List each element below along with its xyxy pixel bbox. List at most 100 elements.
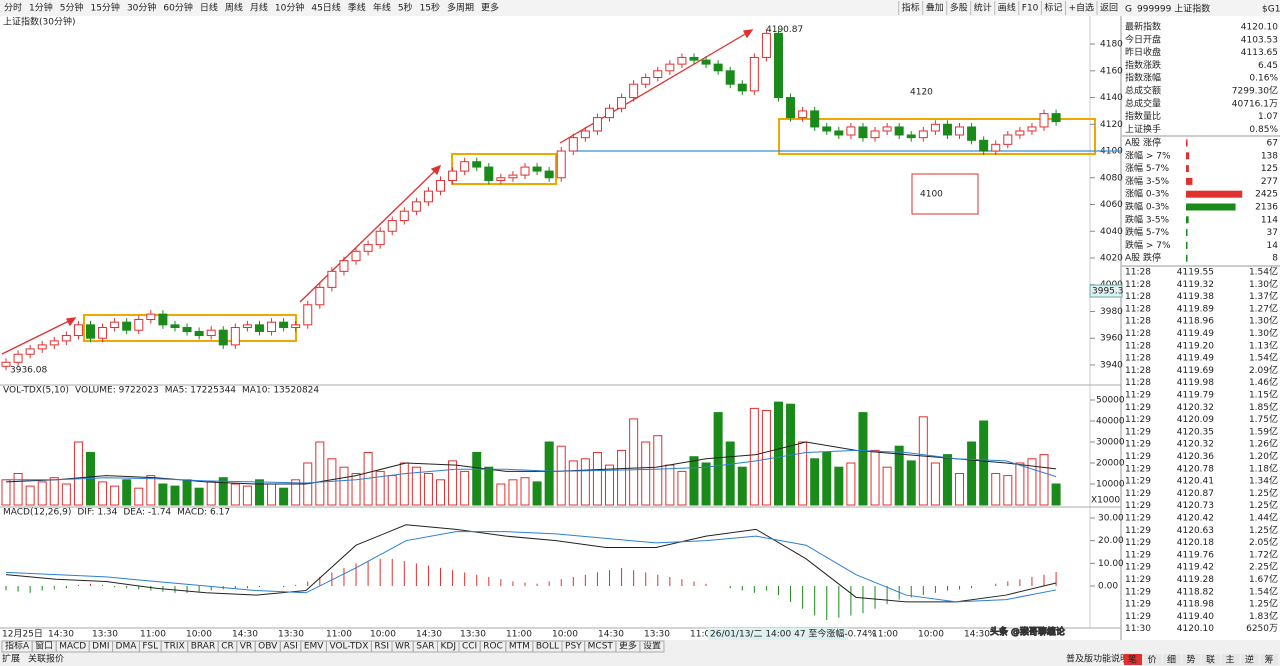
volume-bar [544, 441, 554, 506]
tool-button[interactable]: 多股 [950, 2, 968, 14]
indicator-tab[interactable]: FSL [142, 642, 158, 652]
period-tab[interactable]: 更多 [481, 2, 499, 14]
tool-button[interactable]: 叠加 [926, 3, 944, 14]
indicator-tab[interactable]: 指标A [5, 640, 30, 652]
volume-bar [254, 479, 264, 506]
indicator-tab[interactable]: VR [240, 642, 252, 652]
indicator-tab[interactable]: 更多 [619, 640, 637, 652]
footer-button[interactable]: 筹 [1265, 654, 1274, 666]
indicator-tab[interactable]: CCI [462, 642, 477, 652]
breadth-label: 跌幅 0-3% [1125, 201, 1170, 213]
indicator-tab[interactable]: BRAR [191, 642, 215, 652]
period-tab[interactable]: 多周期 [447, 2, 474, 14]
footer-button-bg [1182, 654, 1201, 665]
tool-button[interactable]: 统计 [974, 2, 992, 14]
footer-link[interactable]: 扩展 [2, 653, 20, 665]
footer-button[interactable]: 逆 [1245, 654, 1254, 666]
indicator-tab[interactable]: ROC [483, 642, 503, 652]
candle-body [339, 260, 349, 272]
indicator-tab[interactable]: TRIX [163, 642, 185, 652]
footer-button[interactable]: 细 [1167, 654, 1176, 666]
period-tab[interactable]: 周线 [225, 2, 243, 14]
volume-bar [1051, 483, 1061, 506]
volume-bar [110, 485, 120, 506]
tool-button[interactable]: +自选 [1068, 2, 1094, 14]
tick-volume: 1.27亿 [1249, 302, 1278, 314]
tool-button[interactable]: 画线 [998, 2, 1016, 14]
tick-time: 11:29 [1125, 427, 1151, 437]
candle-body [146, 313, 156, 320]
help-link[interactable]: 普及版功能说明 [1066, 653, 1129, 665]
period-tab[interactable]: 30分钟 [127, 2, 156, 14]
tick-price: 4118.98 [1177, 600, 1214, 610]
indicator-tab[interactable]: MTM [509, 642, 530, 652]
indicator-tab[interactable]: MCST [588, 642, 614, 652]
macd-legend: DEA: -1.74 [123, 508, 171, 518]
arrow-head [430, 164, 442, 176]
indicator-tab[interactable]: 设置 [643, 641, 661, 652]
indicator-tab[interactable]: OBV [258, 642, 278, 652]
footer-button[interactable]: 价 [1148, 655, 1157, 666]
indicator-tab[interactable]: SAR [416, 642, 434, 652]
indicator-tab[interactable]: VOL-TDX [329, 642, 368, 652]
volume-bar [1003, 475, 1013, 506]
indicator-tab[interactable]: DMI [92, 642, 109, 652]
candle-body [1039, 113, 1049, 128]
footer-button[interactable]: 笔 [1128, 654, 1137, 666]
footer-button[interactable]: 联 [1206, 655, 1215, 666]
tick-price: 4119.89 [1177, 304, 1214, 314]
indicator-tab[interactable]: WR [395, 642, 410, 652]
indicator-tab[interactable]: KDJ [440, 642, 456, 652]
period-tab[interactable]: 年线 [373, 2, 391, 14]
period-tab[interactable]: 45日线 [311, 2, 340, 14]
tick-volume: 1.13亿 [1249, 339, 1278, 351]
period-tab[interactable]: 分时 [4, 2, 22, 14]
tool-button[interactable]: 标记 [1044, 2, 1062, 14]
indicator-tab[interactable]: PSY [565, 642, 582, 652]
time-label: 11:00 [140, 630, 166, 640]
breadth-bar [1186, 254, 1188, 262]
breadth-bar [1186, 229, 1188, 237]
breadth-bar [1186, 190, 1243, 198]
level-label: 4120 [910, 88, 933, 98]
volume-bar [761, 410, 771, 506]
candle-body [460, 161, 470, 172]
indicator-tab[interactable]: RSI [374, 642, 389, 652]
indicator-tab[interactable]: MACD [59, 642, 86, 652]
volume-bar [436, 479, 446, 506]
volume-bar [194, 487, 204, 506]
period-tab[interactable]: 日线 [200, 2, 218, 14]
footer-button[interactable]: 主 [1226, 654, 1235, 666]
period-tab[interactable]: 季线 [348, 2, 366, 14]
period-tab[interactable]: 60分钟 [163, 2, 192, 14]
period-tab[interactable]: 15秒 [420, 2, 440, 14]
volume-bar [653, 435, 663, 506]
breadth-count: 67 [1267, 139, 1278, 149]
tool-button[interactable]: 返回 [1100, 2, 1118, 14]
volume-unit: X1000 [1091, 496, 1120, 506]
tool-button[interactable]: 指标 [902, 2, 920, 14]
tick-time: 11:28 [1125, 317, 1151, 327]
period-tab[interactable]: 15分钟 [90, 2, 119, 14]
period-tab[interactable]: 10分钟 [275, 2, 304, 14]
candle-body [737, 83, 747, 92]
indicator-tab[interactable]: DMA [116, 642, 138, 652]
indicator-tab[interactable]: EMV [304, 642, 324, 652]
candle-body [834, 130, 844, 136]
footer-button[interactable]: 势 [1187, 654, 1196, 666]
footer-link[interactable]: 关联报价 [28, 653, 64, 665]
period-tab[interactable]: 1分钟 [29, 2, 53, 14]
candle-body [725, 70, 735, 85]
period-tab[interactable]: 5分钟 [60, 2, 84, 14]
tick-price: 4119.28 [1177, 575, 1214, 585]
range-box [451, 153, 557, 185]
period-tab[interactable]: 5秒 [398, 2, 413, 14]
indicator-tab[interactable]: CR [221, 642, 234, 652]
indicator-tab[interactable]: BOLL [536, 642, 559, 652]
period-tab[interactable]: 月线 [250, 2, 268, 14]
tool-button[interactable]: F10 [1022, 4, 1039, 14]
indicator-tab[interactable]: ASI [283, 642, 298, 652]
indicator-tab[interactable]: 窗口 [35, 640, 53, 652]
volume-bar [870, 449, 880, 506]
y-tick-label: 20000 [1096, 459, 1125, 469]
